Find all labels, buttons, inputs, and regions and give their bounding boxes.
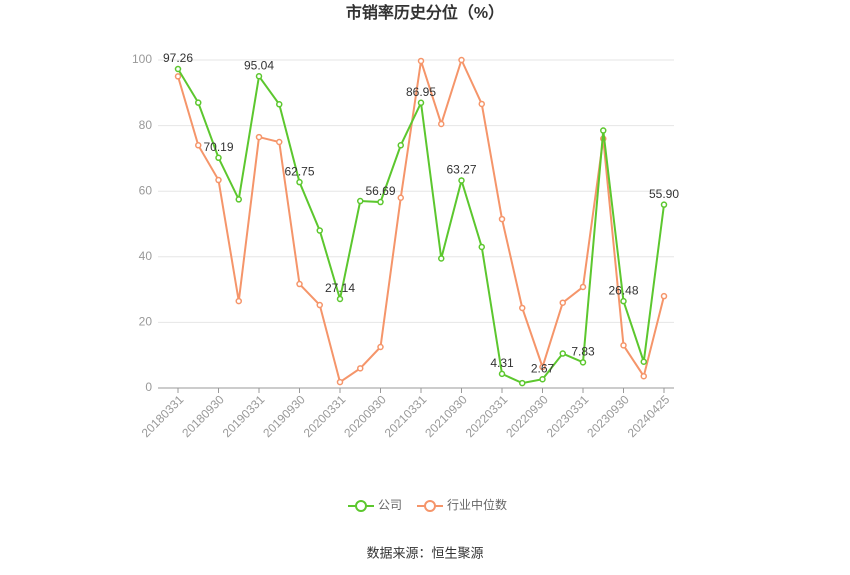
point xyxy=(640,358,647,366)
value-label: 7.83 xyxy=(571,344,595,358)
point xyxy=(235,297,242,305)
point xyxy=(660,292,668,300)
point xyxy=(397,194,404,202)
point xyxy=(660,201,668,208)
x-tick-label: 20180331 xyxy=(139,392,187,440)
point xyxy=(276,101,283,108)
y-tick-label: 40 xyxy=(139,249,153,263)
value-label: 97.26 xyxy=(163,51,193,65)
legend-label: 行业中位数 xyxy=(447,497,507,512)
point xyxy=(215,176,222,184)
x-tick-label: 20190331 xyxy=(220,392,268,440)
point xyxy=(519,304,526,312)
point xyxy=(276,138,283,146)
point xyxy=(255,73,263,80)
y-tick-label: 100 xyxy=(132,52,152,66)
value-label: 27.14 xyxy=(325,281,355,295)
y-tick-label: 20 xyxy=(139,315,153,329)
x-tick-label: 20240425 xyxy=(625,392,673,440)
point xyxy=(316,301,323,309)
x-tick-label: 20220930 xyxy=(503,392,551,440)
point xyxy=(478,243,485,251)
point xyxy=(579,283,587,291)
x-tick-label: 20200331 xyxy=(301,392,349,440)
value-label: 26.48 xyxy=(608,283,638,297)
value-label: 55.90 xyxy=(649,187,679,201)
point xyxy=(458,177,465,184)
point xyxy=(357,365,364,372)
chart-title: 市销率历史分位（%） xyxy=(346,3,504,22)
point xyxy=(255,133,263,141)
point xyxy=(640,372,647,380)
point xyxy=(316,227,323,234)
point xyxy=(539,363,546,371)
legend-marker xyxy=(355,500,367,512)
x-tick-label: 20220331 xyxy=(463,392,511,440)
legend-marker xyxy=(424,500,436,512)
point xyxy=(519,379,526,387)
y-tick-label: 0 xyxy=(145,380,152,394)
point xyxy=(438,255,445,262)
point xyxy=(458,56,465,64)
point xyxy=(539,375,546,383)
value-label: 86.95 xyxy=(406,85,436,99)
x-tick-label: 20190930 xyxy=(260,392,308,440)
point xyxy=(377,198,384,206)
value-label: 70.19 xyxy=(203,140,233,154)
value-label: 56.69 xyxy=(365,184,395,198)
point xyxy=(195,99,202,106)
point xyxy=(336,378,344,386)
point xyxy=(620,297,627,305)
value-label: 2.67 xyxy=(531,361,555,375)
legend-label: 公司 xyxy=(378,498,402,512)
value-label: 4.31 xyxy=(490,356,514,370)
value-label: 62.75 xyxy=(284,164,314,178)
point xyxy=(438,120,445,128)
point xyxy=(296,280,303,288)
y-tick-label: 80 xyxy=(139,118,153,132)
point xyxy=(377,343,384,351)
point xyxy=(174,65,182,73)
x-tick-label: 20210331 xyxy=(382,392,430,440)
point xyxy=(174,73,182,80)
point xyxy=(498,370,506,378)
x-tick-label: 20230930 xyxy=(584,392,632,440)
point xyxy=(600,127,607,134)
point xyxy=(498,215,506,223)
point xyxy=(417,99,425,107)
point xyxy=(417,57,425,65)
x-tick-label: 20210930 xyxy=(422,392,470,440)
point xyxy=(195,142,202,149)
point xyxy=(620,342,627,349)
point xyxy=(397,142,404,149)
point xyxy=(357,197,364,205)
point xyxy=(336,295,344,303)
point xyxy=(296,178,303,186)
value-label: 63.27 xyxy=(446,163,476,177)
x-tick-label: 20200930 xyxy=(341,392,389,440)
y-tick-label: 60 xyxy=(139,183,153,197)
point xyxy=(235,196,242,203)
x-tick-label: 20230331 xyxy=(544,392,592,440)
value-label: 95.04 xyxy=(244,58,274,72)
point xyxy=(478,100,485,108)
x-tick-label: 20180930 xyxy=(179,392,227,440)
source: 数据来源：恒生聚源 xyxy=(366,545,483,560)
point xyxy=(579,359,587,366)
point xyxy=(559,350,566,357)
point xyxy=(559,299,566,306)
point xyxy=(215,154,222,162)
